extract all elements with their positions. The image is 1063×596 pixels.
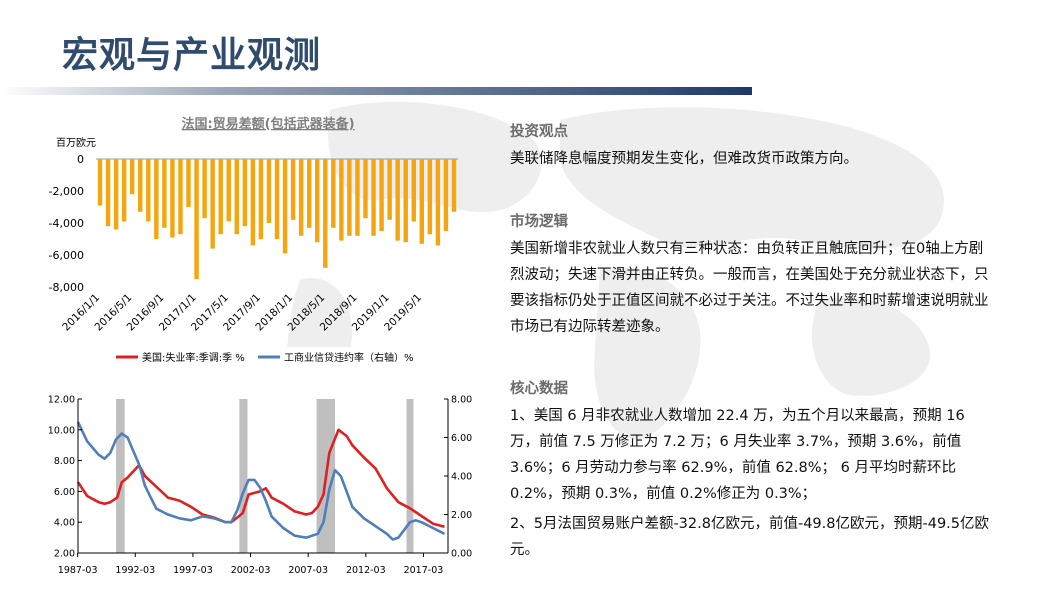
bar xyxy=(451,159,457,212)
bar xyxy=(202,159,207,219)
bar xyxy=(250,159,256,246)
bar xyxy=(323,159,328,268)
section-heading-core-data: 核心数据 xyxy=(510,381,568,397)
unemployment-line xyxy=(76,428,445,529)
left-tick-label: 2.00 xyxy=(54,549,75,560)
bar xyxy=(290,159,296,220)
bar xyxy=(162,159,167,228)
bar xyxy=(186,159,191,207)
recession-band xyxy=(116,399,125,553)
x-tick-label: 2007-03 xyxy=(288,565,328,576)
right-tick-label: 2.00 xyxy=(451,510,472,521)
bar xyxy=(210,159,215,249)
left-tick-label: 8.00 xyxy=(54,456,75,467)
bar xyxy=(411,159,416,222)
bar xyxy=(266,159,272,223)
left-tick-label: 12.00 xyxy=(48,395,75,406)
left-tick-label: 4.00 xyxy=(54,518,75,529)
recession-band xyxy=(239,399,248,553)
bar xyxy=(339,159,344,241)
y-tick-label: -8,000 xyxy=(49,281,84,294)
unemployment-chart-panel: 2.00 4.00 6.00 8.00 10.00 12.00 0.00 2.00 4.00 6.… xyxy=(48,347,478,582)
bar xyxy=(306,159,312,228)
core-data-item-2: 2、5月法国贸易账户差额-32.8亿欧元，前值-49.8亿欧元，预期-49.5亿… xyxy=(510,516,990,558)
bar xyxy=(97,159,103,206)
unemployment-vs-delinquency-chart: 2.00 4.00 6.00 8.00 10.00 12.00 0.00 2.00 4.00 6.… xyxy=(48,351,472,576)
left-tick-label: 10.00 xyxy=(48,425,75,436)
bar xyxy=(435,159,441,246)
legend-label: 工商业信贷违约率（右轴）% xyxy=(284,351,414,364)
bar xyxy=(347,159,352,236)
y-tick-label: 0 xyxy=(77,153,84,166)
bar xyxy=(218,159,223,235)
bar xyxy=(298,159,304,236)
y-axis-unit-label: 百万欧元 xyxy=(56,137,96,149)
y-tick-label: -2,000 xyxy=(49,185,84,198)
bar xyxy=(146,159,151,222)
bar xyxy=(154,159,159,239)
bar xyxy=(331,159,336,228)
bar xyxy=(379,159,384,231)
right-tick-label: 6.00 xyxy=(451,433,472,444)
page-title: 宏观与产业观测 xyxy=(62,35,322,76)
section-heading-market-logic: 市场逻辑 xyxy=(510,214,568,230)
bar xyxy=(282,159,288,254)
bar xyxy=(234,159,239,235)
bar xyxy=(363,159,368,219)
bar xyxy=(242,159,248,227)
bar xyxy=(355,159,360,236)
bar xyxy=(315,159,320,243)
right-tick-label: 8.00 xyxy=(451,395,472,406)
legend-label: 美国:失业率:季调:季 % xyxy=(142,351,245,364)
right-tick-label: 4.00 xyxy=(451,472,472,483)
bar xyxy=(387,159,392,220)
core-data-item-1: 1、美国 6 月非农就业人数增加 22.4 万，为五个月以来最高，预期 16 万… xyxy=(510,408,965,502)
bar xyxy=(178,159,183,235)
title-underline-tip xyxy=(742,87,752,95)
title-underline-bar xyxy=(0,87,752,95)
bar xyxy=(274,159,280,239)
x-tick-label: 1992-03 xyxy=(115,565,155,576)
x-tick-label: 1997-03 xyxy=(173,565,213,576)
investment-view-text: 美联储降息幅度预期发生变化，但难改货币政策方向。 xyxy=(510,151,858,167)
bar xyxy=(138,159,143,212)
bar xyxy=(395,159,400,241)
bar xyxy=(170,159,175,238)
x-tick-label: 1987-03 xyxy=(58,565,98,576)
bar xyxy=(419,159,425,244)
chart-title: 法国:贸易差额(包括武器装备) xyxy=(181,116,354,132)
bar xyxy=(105,159,111,227)
bar xyxy=(121,159,127,222)
x-tick-label: 2012-03 xyxy=(346,565,386,576)
y-tick-label: -6,000 xyxy=(49,249,84,262)
bar xyxy=(427,159,433,235)
market-logic-text: 美国新增非农就业人数只有三种状态：由负转正且触底回升；在0轴上方剧烈波动；失速下… xyxy=(510,241,989,335)
bar xyxy=(258,159,264,239)
france-trade-balance-chart: 法国:贸易差额(包括武器装备) 百万欧元 0 -2,000 -4,000 -6,000… xyxy=(49,116,458,333)
right-tick-label: 0.00 xyxy=(451,549,472,560)
bar xyxy=(371,159,376,236)
section-heading-investment-view: 投资观点 xyxy=(510,124,568,140)
left-tick-label: 6.00 xyxy=(54,487,75,498)
bar xyxy=(403,159,408,243)
bar xyxy=(113,159,119,230)
x-tick-label: 2017-03 xyxy=(404,565,444,576)
bar xyxy=(226,159,231,222)
x-tick-label: 2002-03 xyxy=(231,565,271,576)
y-tick-label: -4,000 xyxy=(49,217,84,230)
recession-band xyxy=(406,399,414,553)
bar xyxy=(129,159,135,195)
bar xyxy=(443,159,449,231)
delinquency-rate-line xyxy=(76,421,446,541)
bar xyxy=(194,159,199,279)
